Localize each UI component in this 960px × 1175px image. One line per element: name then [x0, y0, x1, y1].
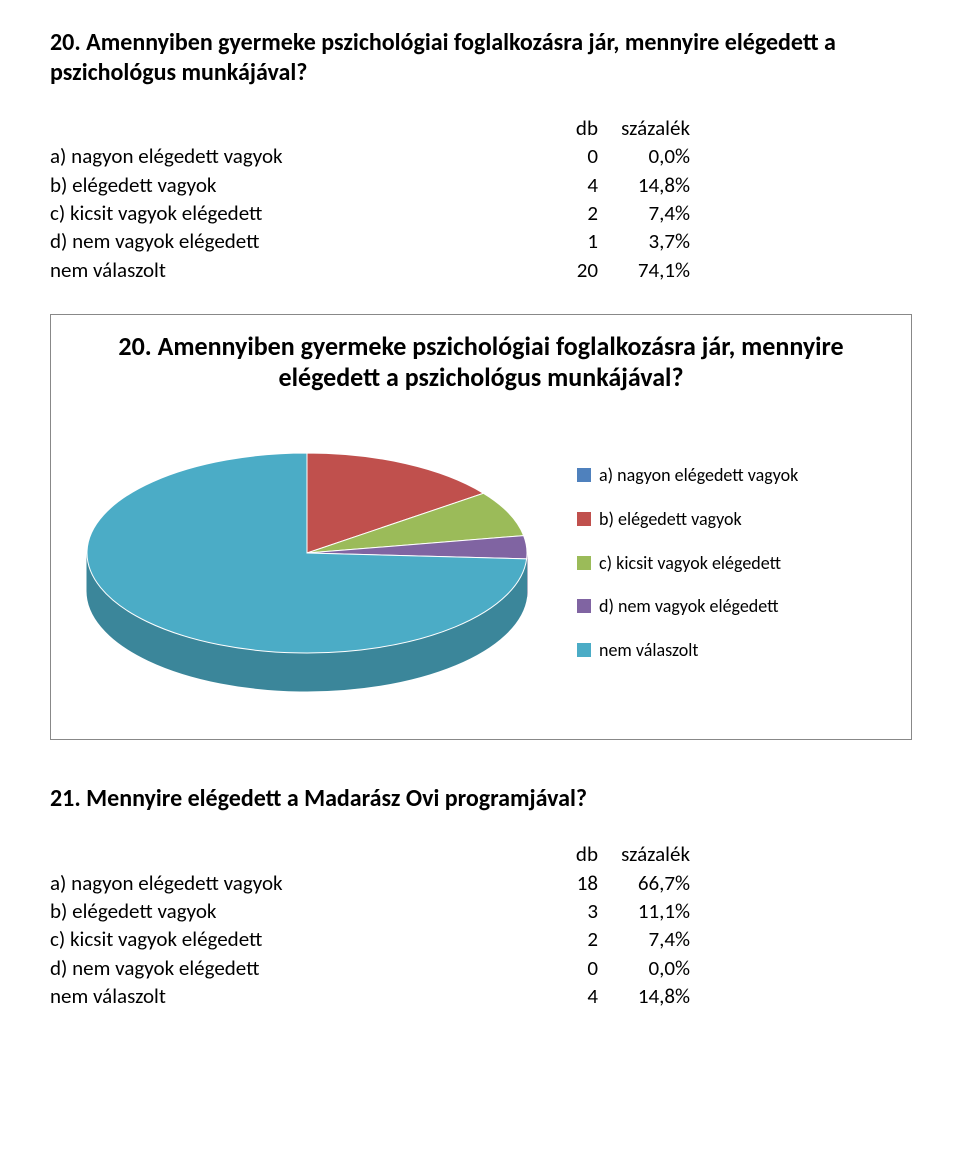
table-row: a) nagyon elégedett vagyok 18 66,7% — [50, 869, 690, 897]
row-db: 4 — [520, 171, 598, 199]
row-db: 20 — [520, 256, 598, 284]
row-label: nem válaszolt — [50, 982, 520, 1010]
legend-swatch — [577, 512, 591, 526]
legend-label: c) kicsit vagyok elégedett — [599, 553, 781, 575]
legend-label: a) nagyon elégedett vagyok — [599, 465, 798, 487]
q21-col-pc: százalék — [598, 840, 690, 868]
q20-chart: 20. Amennyiben gyermeke pszichológiai fo… — [50, 314, 912, 740]
row-db: 4 — [520, 982, 598, 1010]
row-label: c) kicsit vagyok elégedett — [50, 925, 520, 953]
row-pc: 66,7% — [598, 869, 690, 897]
table-row: d) nem vagyok elégedett 1 3,7% — [50, 227, 690, 255]
legend-label: nem válaszolt — [599, 640, 698, 662]
legend-label: d) nem vagyok elégedett — [599, 596, 779, 618]
row-label: a) nagyon elégedett vagyok — [50, 869, 520, 897]
row-pc: 14,8% — [598, 171, 690, 199]
chart-title: 20. Amennyiben gyermeke pszichológiai fo… — [67, 331, 895, 393]
legend-label: b) elégedett vagyok — [599, 509, 742, 531]
row-db: 3 — [520, 897, 598, 925]
row-pc: 7,4% — [598, 925, 690, 953]
row-label: c) kicsit vagyok elégedett — [50, 199, 520, 227]
table-row: c) kicsit vagyok elégedett 2 7,4% — [50, 199, 690, 227]
chart-legend: a) nagyon elégedett vagyok b) elégedett v… — [577, 465, 798, 661]
row-pc: 0,0% — [598, 142, 690, 170]
legend-swatch — [577, 599, 591, 613]
table-row: d) nem vagyok elégedett 0 0,0% — [50, 954, 690, 982]
table-row: a) nagyon elégedett vagyok 0 0,0% — [50, 142, 690, 170]
legend-item: b) elégedett vagyok — [577, 509, 798, 531]
pie-chart — [67, 403, 567, 723]
row-db: 18 — [520, 869, 598, 897]
legend-item: c) kicsit vagyok elégedett — [577, 553, 798, 575]
q20-col-db: db — [520, 114, 598, 142]
row-db: 2 — [520, 925, 598, 953]
row-pc: 74,1% — [598, 256, 690, 284]
row-db: 1 — [520, 227, 598, 255]
row-label: nem válaszolt — [50, 256, 520, 284]
q20-table: db százalék a) nagyon elégedett vagyok 0… — [50, 114, 690, 284]
row-db: 2 — [520, 199, 598, 227]
q21-col-db: db — [520, 840, 598, 868]
row-pc: 14,8% — [598, 982, 690, 1010]
q21-title: 21. Mennyire elégedett a Madarász Ovi pr… — [50, 784, 910, 814]
row-pc: 3,7% — [598, 227, 690, 255]
row-db: 0 — [520, 142, 598, 170]
row-label: d) nem vagyok elégedett — [50, 954, 520, 982]
row-db: 0 — [520, 954, 598, 982]
row-pc: 7,4% — [598, 199, 690, 227]
table-row: b) elégedett vagyok 4 14,8% — [50, 171, 690, 199]
row-pc: 11,1% — [598, 897, 690, 925]
row-label: a) nagyon elégedett vagyok — [50, 142, 520, 170]
legend-item: nem válaszolt — [577, 640, 798, 662]
legend-item: a) nagyon elégedett vagyok — [577, 465, 798, 487]
table-row: nem válaszolt 20 74,1% — [50, 256, 690, 284]
table-row: b) elégedett vagyok 3 11,1% — [50, 897, 690, 925]
q20-title: 20. Amennyiben gyermeke pszichológiai fo… — [50, 28, 910, 88]
q21-table: db százalék a) nagyon elégedett vagyok 1… — [50, 840, 690, 1010]
legend-item: d) nem vagyok elégedett — [577, 596, 798, 618]
legend-swatch — [577, 556, 591, 570]
legend-swatch — [577, 468, 591, 482]
table-row: c) kicsit vagyok elégedett 2 7,4% — [50, 925, 690, 953]
row-pc: 0,0% — [598, 954, 690, 982]
row-label: b) elégedett vagyok — [50, 897, 520, 925]
row-label: b) elégedett vagyok — [50, 171, 520, 199]
table-row: nem válaszolt 4 14,8% — [50, 982, 690, 1010]
legend-swatch — [577, 643, 591, 657]
q20-col-pc: százalék — [598, 114, 690, 142]
row-label: d) nem vagyok elégedett — [50, 227, 520, 255]
